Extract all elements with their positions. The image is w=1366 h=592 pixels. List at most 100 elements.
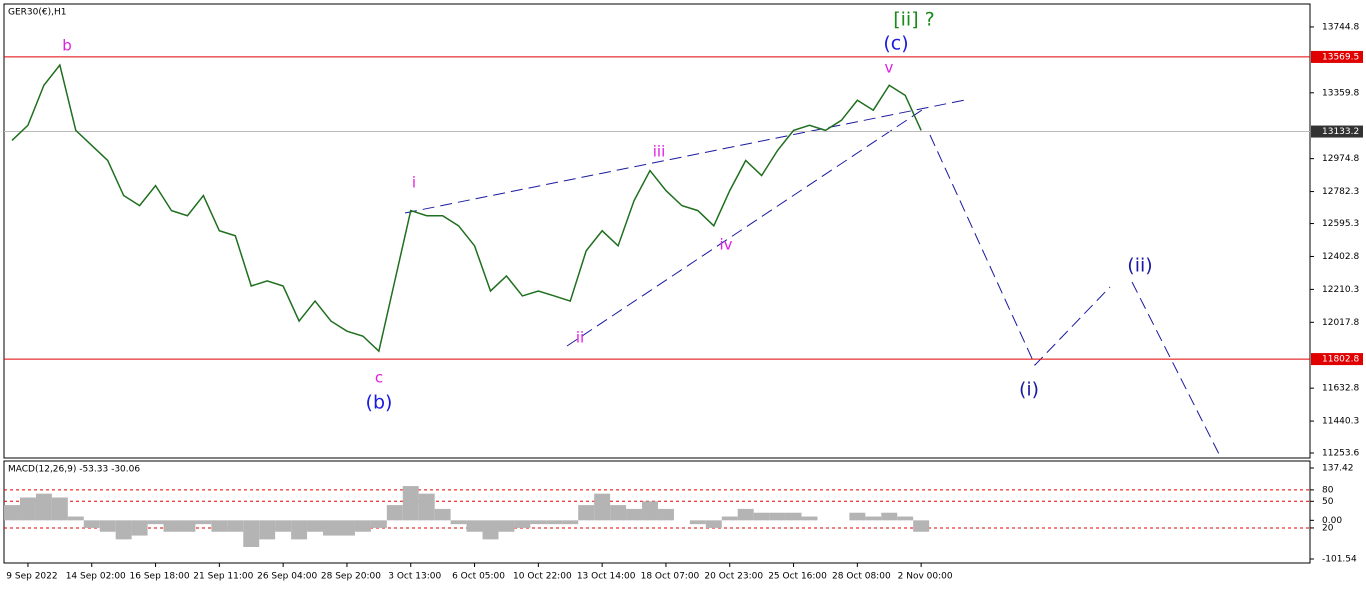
macd-tick-label: -101.54 <box>1322 555 1357 565</box>
macd-tick-label: 50 <box>1322 497 1334 507</box>
wave-label: v <box>885 59 894 77</box>
x-tick-label: 28 Oct 08:00 <box>832 572 891 582</box>
wave-label: iii <box>653 143 666 161</box>
macd-bar <box>466 520 483 532</box>
macd-bar <box>370 520 387 528</box>
y-tick-label: 11253.6 <box>1322 449 1359 459</box>
x-tick-label: 6 Oct 05:00 <box>452 572 505 582</box>
price-label: 13133.2 <box>1322 127 1359 137</box>
macd-bar <box>195 520 212 525</box>
macd-bar <box>115 520 132 540</box>
macd-bar <box>594 493 611 521</box>
x-tick-label: 16 Sep 18:00 <box>130 572 190 582</box>
x-tick-label: 25 Oct 16:00 <box>768 572 827 582</box>
macd-bar <box>562 520 579 525</box>
macd-bar <box>801 516 818 521</box>
macd-bar <box>705 520 722 528</box>
macd-bar <box>881 512 898 521</box>
y-tick-label: 13359.8 <box>1322 88 1359 98</box>
macd-bar <box>275 520 292 532</box>
macd-bar <box>753 512 770 521</box>
macd-tick-label: 20 <box>1322 523 1334 533</box>
macd-bar <box>530 520 547 525</box>
chart-title: GER30(€),H1 <box>8 8 66 18</box>
macd-bar <box>769 512 786 521</box>
macd-bar <box>163 520 180 532</box>
x-tick-label: 21 Sep 11:00 <box>193 572 253 582</box>
wave-label: (i) <box>1019 379 1039 401</box>
y-tick-label: 13744.8 <box>1322 22 1359 32</box>
wave-label: c <box>375 369 383 387</box>
y-tick-label: 12017.8 <box>1322 318 1359 328</box>
x-tick-label: 2 Nov 00:00 <box>898 572 953 582</box>
macd-bar <box>402 486 419 521</box>
macd-bar <box>482 520 499 540</box>
price-label: 11802.8 <box>1322 355 1359 365</box>
macd-bar <box>657 508 674 521</box>
macd-bar <box>498 520 515 532</box>
macd-bar <box>99 520 116 532</box>
macd-bar <box>179 520 196 532</box>
wave-label: iv <box>719 236 732 254</box>
macd-bar <box>450 520 467 525</box>
macd-bar <box>291 520 308 540</box>
macd-bar <box>35 493 52 521</box>
x-tick-label: 20 Oct 23:00 <box>704 572 763 582</box>
macd-tick-label: 137.42 <box>1322 464 1354 474</box>
x-tick-label: 13 Oct 14:00 <box>577 572 636 582</box>
macd-bar <box>610 505 627 521</box>
macd-bar <box>131 520 148 536</box>
price-label: 13569.5 <box>1322 52 1359 62</box>
macd-bar <box>354 520 371 532</box>
x-tick-label: 28 Sep 20:00 <box>321 572 381 582</box>
macd-bar <box>307 520 324 532</box>
wave-label: (ii) <box>1127 255 1152 277</box>
macd-bar <box>785 512 802 521</box>
macd-bar <box>51 497 68 521</box>
wave-label: [ii] ? <box>893 9 935 31</box>
macd-bar <box>323 520 339 536</box>
macd-bar <box>67 516 84 521</box>
x-tick-label: 10 Oct 22:00 <box>513 572 572 582</box>
macd-bar <box>147 520 164 525</box>
y-tick-label: 11632.8 <box>1322 384 1359 394</box>
macd-bar <box>227 520 244 532</box>
macd-panel <box>3 460 1311 564</box>
x-tick-label: 26 Sep 04:00 <box>257 572 317 582</box>
macd-bar <box>338 520 355 536</box>
macd-bar <box>721 516 738 521</box>
y-tick-label: 12595.3 <box>1322 219 1359 229</box>
wave-label: i <box>412 174 416 192</box>
x-tick-label: 9 Sep 2022 <box>6 572 57 582</box>
x-tick-label: 18 Oct 07:00 <box>641 572 700 582</box>
macd-bar <box>211 520 228 532</box>
price-label-box <box>1311 125 1363 138</box>
macd-bar <box>546 520 563 525</box>
price-label-box <box>1311 50 1363 63</box>
y-tick-label: 12210.3 <box>1322 285 1359 295</box>
macd-bar <box>386 505 403 521</box>
y-tick-label: 11440.3 <box>1322 417 1359 427</box>
macd-bar <box>689 520 706 525</box>
trend-line-upper <box>404 99 966 214</box>
macd-bar <box>737 508 754 521</box>
macd-tick-label: 80 <box>1322 485 1334 495</box>
wave-label: (b) <box>366 392 393 414</box>
macd-bar <box>434 508 451 521</box>
macd-bar <box>849 512 866 521</box>
macd-bar <box>578 505 595 521</box>
price-panel <box>3 3 1311 459</box>
macd-bar <box>259 520 276 540</box>
macd-bar <box>418 493 435 521</box>
macd-bar <box>514 520 531 528</box>
macd-bar <box>19 497 36 521</box>
price-line-series <box>11 63 922 353</box>
macd-bar <box>4 505 20 521</box>
y-tick-label: 12782.3 <box>1322 187 1359 197</box>
macd-bar <box>83 520 100 528</box>
wave-label: b <box>62 37 72 55</box>
y-tick-label: 12974.8 <box>1322 154 1359 164</box>
projection-wave-i <box>929 134 1111 366</box>
wave-label: (c) <box>883 33 908 55</box>
